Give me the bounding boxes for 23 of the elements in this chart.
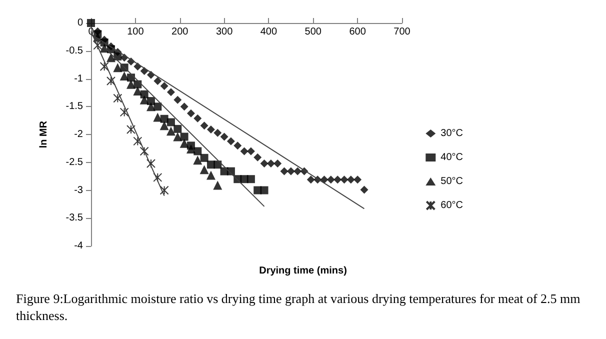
legend-label: 40°C <box>440 152 463 163</box>
legend-label: 30°C <box>440 128 463 139</box>
y-tick-label: -3.5 <box>66 212 84 224</box>
legend-label: 60°C <box>440 200 463 211</box>
x-tick-label: 700 <box>394 26 411 38</box>
x-tick-label: 300 <box>216 26 234 38</box>
y-tick-label: -2.5 <box>66 156 84 168</box>
caption: Figure 9:Logarithmic moisture ratio vs drying time graph at various drying temperatures for meat of 2.5 mm thickness. <box>16 291 584 323</box>
x-axis-title: Drying time (mins) <box>259 266 347 276</box>
legend-label: 50°C <box>440 176 463 187</box>
y-tick-label: -1.5 <box>66 101 84 112</box>
y-tick-label: -2 <box>74 129 84 140</box>
y-tick-label: -4 <box>74 240 84 252</box>
y-axis-title: ln MR <box>38 120 50 148</box>
x-tick-label: 400 <box>260 26 278 38</box>
y-tick-label: -0.5 <box>66 45 84 56</box>
y-tick-label: 0 <box>77 18 84 28</box>
x-tick-label: 200 <box>172 26 189 38</box>
x-tick-label: 100 <box>127 26 144 38</box>
x-tick-label: 500 <box>304 26 322 38</box>
x-tick-label: 600 <box>349 26 366 38</box>
y-tick-label: -1 <box>74 73 84 84</box>
y-tick-label: -3 <box>74 184 84 196</box>
